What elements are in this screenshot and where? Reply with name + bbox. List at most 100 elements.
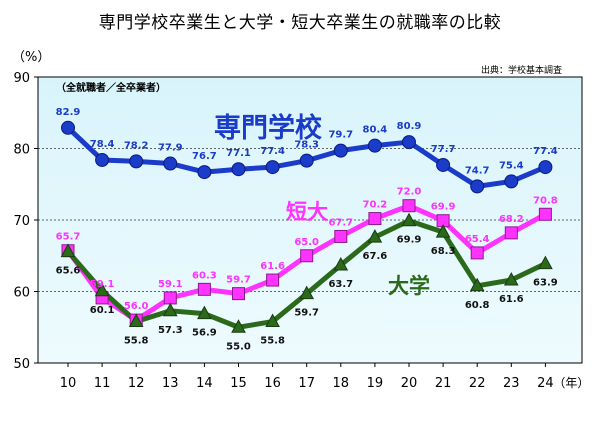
y-tick-label: 70 <box>13 214 30 229</box>
x-tick-label: 24 <box>537 376 554 391</box>
source-note: 出典：学校基本調査 <box>480 66 562 76</box>
y-subtitle: （全就職者／全卒業者） <box>56 81 166 94</box>
junior-college-point <box>300 249 314 263</box>
junior-college-value-label: 59.7 <box>226 275 251 286</box>
university-point <box>299 285 315 300</box>
vocational-school-value-label: 80.9 <box>397 121 422 132</box>
vocational-school-value-label: 77.1 <box>226 148 251 159</box>
junior-college-value-label: 65.7 <box>56 232 81 243</box>
vocational-school-point <box>538 160 553 175</box>
junior-college-value-label: 68.2 <box>499 214 524 225</box>
vocational-school-point <box>163 156 178 171</box>
vocational-school-point <box>265 160 280 175</box>
vocational-school-point <box>95 152 110 167</box>
university-value-label: 63.9 <box>533 278 558 289</box>
junior-college-value-label: 67.7 <box>328 217 353 228</box>
university-point <box>94 282 110 297</box>
university-point <box>503 272 519 286</box>
x-tick-label: 16 <box>264 376 281 391</box>
x-tick-label: 23 <box>503 376 520 391</box>
university-value-label: 56.9 <box>192 328 217 339</box>
junior-college-point <box>163 291 177 305</box>
junior-college-point <box>470 246 484 260</box>
university-point <box>162 302 178 317</box>
vocational-school-point <box>367 138 382 153</box>
university-point <box>265 313 280 328</box>
vocational-school-value-label: 77.7 <box>431 144 456 155</box>
university-value-label: 61.6 <box>499 294 524 305</box>
university-point <box>60 243 76 257</box>
junior-college-point <box>538 207 552 221</box>
junior-college-value-label: 69.9 <box>431 202 456 213</box>
junior-college-point <box>402 199 416 213</box>
university-value-label: 68.3 <box>431 246 456 257</box>
university-value-label: 63.7 <box>328 279 353 290</box>
junior-college-point <box>232 287 245 301</box>
vocational-school-value-label: 74.7 <box>465 165 490 176</box>
x-tick-label: 20 <box>401 376 418 391</box>
junior-college-value-label: 60.3 <box>192 270 217 281</box>
university-value-label: 65.6 <box>56 265 81 276</box>
y-tick-label: 60 <box>13 286 30 301</box>
junior-college-value-label: 61.6 <box>260 261 285 272</box>
university-value-label: 55.8 <box>260 336 285 347</box>
university-value-label: 55.0 <box>226 341 251 352</box>
vocational-school-value-label: 82.9 <box>56 107 81 118</box>
vocational-school-point <box>61 120 75 135</box>
university-value-label: 69.9 <box>397 235 422 246</box>
vocational-school-point <box>333 143 348 158</box>
university-point <box>401 212 417 227</box>
vocational-school-point <box>470 179 485 194</box>
junior-college-value-label: 72.0 <box>397 187 422 198</box>
junior-college-value-label: 59.1 <box>90 279 115 290</box>
vocational-school-point <box>197 165 212 180</box>
vocational-school-value-label: 78.2 <box>124 140 149 151</box>
x-tick-label: 17 <box>298 376 315 391</box>
vocational-school-value-label: 80.4 <box>363 125 388 136</box>
junior-college-series-label: 短大 <box>286 200 328 224</box>
vocational-school-point <box>129 154 144 169</box>
vocational-school-value-label: 79.7 <box>328 130 353 141</box>
x-tick-label: 18 <box>333 376 350 391</box>
vocational-school-point <box>436 157 451 172</box>
university-series-label: 大学 <box>388 274 430 298</box>
vocational-school-point <box>231 162 246 177</box>
junior-college-point <box>266 273 280 287</box>
vocational-school-series-label: 専門学校 <box>214 112 322 144</box>
university-point <box>333 256 349 271</box>
x-tick-label: 12 <box>128 376 145 391</box>
vocational-school-value-label: 75.4 <box>499 160 524 171</box>
x-tick-label: 15 <box>230 376 247 391</box>
junior-college-point <box>197 282 211 296</box>
x-tick-label: 19 <box>367 376 384 391</box>
junior-college-value-label: 70.8 <box>533 195 558 206</box>
junior-college-value-label: 65.4 <box>465 234 490 245</box>
junior-college-value-label: 70.2 <box>363 200 388 211</box>
vocational-school-value-label: 77.4 <box>260 146 285 157</box>
university-point <box>435 224 451 238</box>
x-tick-label: 11 <box>94 376 111 391</box>
vocational-school-value-label: 77.4 <box>533 146 558 157</box>
junior-college-point <box>368 212 382 226</box>
university-value-label: 60.1 <box>90 305 115 316</box>
y-tick-label: 80 <box>13 143 30 158</box>
y-axis-unit-label: （%） <box>12 50 51 65</box>
university-value-label: 57.3 <box>158 325 183 336</box>
university-value-label: 67.6 <box>363 251 388 262</box>
x-axis-unit-label: （年） <box>553 376 589 390</box>
x-tick-label: 22 <box>469 376 486 391</box>
vocational-school-value-label: 78.4 <box>90 139 115 150</box>
vocational-school-value-label: 77.9 <box>158 143 183 154</box>
x-tick-label: 10 <box>60 376 77 391</box>
x-tick-label: 21 <box>435 376 452 391</box>
vocational-school-point <box>299 153 314 168</box>
university-value-label: 59.7 <box>294 308 319 319</box>
university-point <box>197 305 212 320</box>
junior-college-value-label: 56.0 <box>124 301 149 312</box>
x-tick-label: 14 <box>196 376 213 391</box>
chart-title: 専門学校卒業生と大学・短大卒業生の就職率の比較 <box>98 13 502 33</box>
university-point <box>469 277 485 292</box>
x-tick-label: 13 <box>162 376 179 391</box>
junior-college-value-label: 65.0 <box>294 237 319 248</box>
vocational-school-point <box>504 174 519 189</box>
